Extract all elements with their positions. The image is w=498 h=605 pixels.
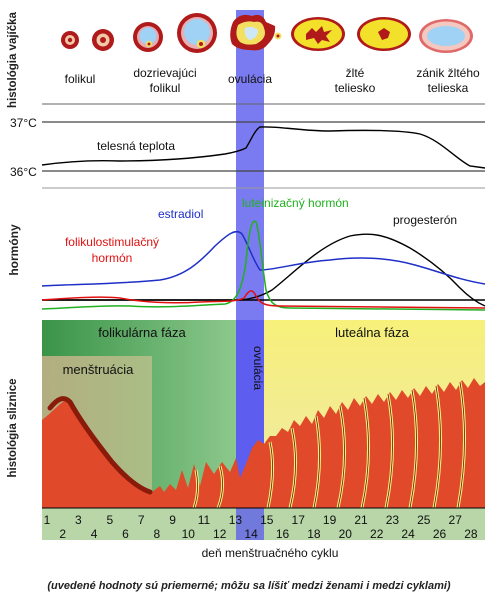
stage-label-ovulation: ovulácia	[228, 72, 272, 86]
temperature-curve	[41, 126, 486, 169]
day-tick-label: 14	[244, 527, 258, 541]
footnote: (uvedené hodnoty sú priemerné; môžu sa l…	[47, 580, 451, 592]
row-label-ovary: histológia vajíčka	[7, 11, 19, 107]
day-tick-label: 19	[323, 513, 337, 527]
day-tick-label: 25	[417, 513, 431, 527]
day-tick-label: 15	[260, 513, 274, 527]
corpus-luteum-icon-2	[357, 17, 411, 51]
stage-label-corpus-1: žlté	[346, 66, 365, 80]
day-tick-label: 22	[370, 527, 384, 541]
phase-label-ovulation: ovulácia	[251, 346, 265, 390]
lh-curve	[41, 220, 486, 311]
estradiol-label: estradiol	[158, 207, 203, 221]
phase-label-luteal: luteálna fáza	[335, 325, 409, 340]
day-tick-label: 16	[276, 527, 290, 541]
row-label-endometrium: histológia sliznice	[7, 378, 19, 477]
menstrual-shedding-edge	[47, 396, 153, 495]
day-axis-odd: 1 3 5 7 9 11 13 15 17 19 21 23 25 27	[44, 513, 463, 527]
day-tick-label: 9	[169, 513, 176, 527]
day-tick-label: 26	[433, 527, 447, 541]
lh-label: luteinizačný hormón	[242, 196, 349, 210]
day-tick-label: 3	[75, 513, 82, 527]
maturing-follicle-icon-2	[177, 13, 217, 53]
day-tick-label: 6	[122, 527, 129, 541]
day-tick-label: 7	[138, 513, 145, 527]
day-tick-label: 28	[464, 527, 478, 541]
phase-label-follicular: folikulárna fáza	[98, 325, 186, 340]
fsh-curve	[41, 290, 486, 309]
stage-label-maturing-1: dozrievajúci	[133, 66, 196, 80]
follicle-icon	[61, 31, 79, 49]
day-axis-label: deň menštruačného cyklu	[202, 546, 339, 560]
temp-label-36: 36°C	[10, 165, 37, 179]
stage-label-maturing-2: folikul	[150, 81, 181, 95]
day-tick-label: 5	[106, 513, 113, 527]
day-axis-even: 2 4 6 8 10 12 14 16 18 20 22 24 26 28	[59, 527, 478, 541]
ovulation-icon	[230, 14, 282, 51]
day-tick-label: 18	[307, 527, 321, 541]
stage-label-decline-1: zánik žltého	[416, 66, 480, 80]
declining-corpus-icon	[419, 19, 473, 53]
temp-label-37: 37°C	[10, 116, 37, 130]
day-tick-label: 23	[386, 513, 400, 527]
endometrium-tissue	[42, 378, 485, 508]
follicle-icon-2	[92, 29, 114, 51]
stage-label-decline-2: telieska	[428, 81, 469, 95]
progesterone-label: progesterón	[393, 213, 457, 227]
maturing-follicle-icon	[133, 22, 163, 52]
estradiol-curve	[41, 230, 486, 287]
day-tick-label: 8	[154, 527, 161, 541]
phase-label-menstruation: menštruácia	[63, 362, 135, 377]
day-tick-label: 1	[44, 513, 51, 527]
gland-pattern-2	[193, 381, 465, 509]
day-tick-label: 24	[401, 527, 415, 541]
day-tick-label: 21	[354, 513, 368, 527]
stage-label-follicle: folikul	[65, 72, 96, 86]
fsh-label-1: folikulostimulačný	[65, 235, 159, 249]
day-tick-label: 27	[449, 513, 463, 527]
temp-curve-label: telesná teplota	[97, 139, 175, 153]
day-tick-label: 12	[213, 527, 227, 541]
day-tick-label: 13	[229, 513, 243, 527]
day-tick-label: 17	[292, 513, 306, 527]
day-tick-label: 11	[198, 513, 211, 527]
day-tick-label: 20	[339, 527, 353, 541]
fsh-label-2: hormón	[92, 251, 133, 265]
progesterone-curve	[42, 233, 486, 307]
day-tick-label: 4	[91, 527, 98, 541]
day-tick-label: 2	[59, 527, 66, 541]
day-tick-label: 10	[182, 527, 196, 541]
row-label-hormones: hormóny	[7, 224, 21, 276]
corpus-luteum-icon	[291, 17, 345, 51]
stage-label-corpus-2: teliesko	[335, 81, 376, 95]
day-axis-ovulation	[236, 508, 264, 540]
